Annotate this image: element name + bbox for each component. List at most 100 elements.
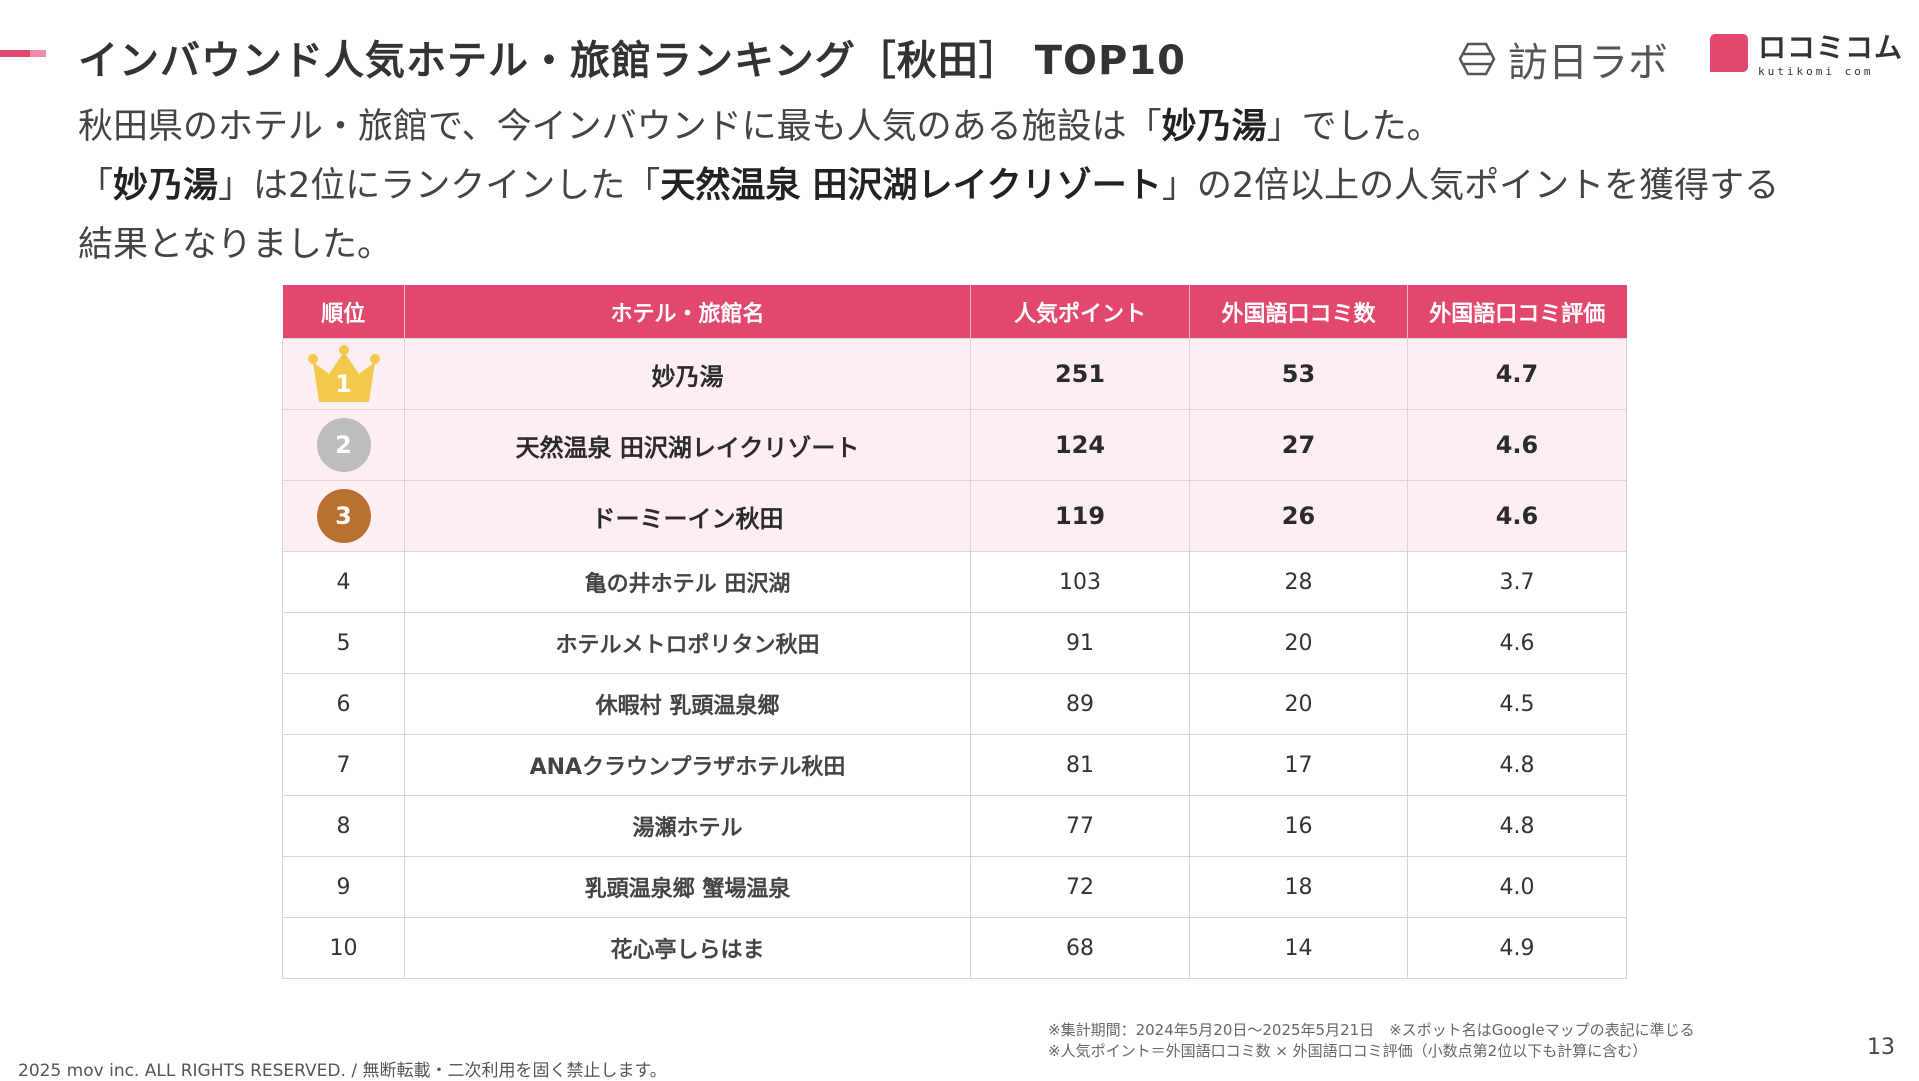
rank-cell: 1 — [282, 338, 405, 410]
accent-bar — [0, 50, 46, 57]
name-cell: 天然温泉 田沢湖レイクリゾート — [404, 409, 971, 481]
lead-segment: 秋田県のホテル・旅館で、今インバウンドに最も人気のある施設は「 — [78, 107, 1162, 147]
houniclab-logo: 訪日ラボ — [1458, 30, 1668, 88]
table-row: 6 休暇村 乳頭温泉郷 89 20 4.5 — [282, 673, 1627, 735]
rating-cell: 3.7 — [1407, 551, 1627, 613]
kutikomi-logo-sub: kutikomi com — [1758, 65, 1874, 78]
name-cell: 乳頭温泉郷 蟹場温泉 — [404, 856, 971, 918]
reviews-cell: 26 — [1189, 480, 1408, 552]
rating-cell: 4.0 — [1407, 856, 1627, 918]
points-cell: 119 — [970, 480, 1190, 552]
reviews-cell: 28 — [1189, 551, 1408, 613]
points-cell: 89 — [970, 673, 1190, 735]
col-header-rating: 外国語口コミ評価 — [1407, 285, 1627, 339]
col-header-name: ホテル・旅館名 — [404, 285, 971, 339]
rank-number: 1 — [335, 370, 352, 398]
name-cell: ドーミーイン秋田 — [404, 480, 971, 552]
table-row: 1 妙乃湯 251 53 4.7 — [282, 338, 1627, 410]
kutikomi-logo: ロコミコム kutikomi com — [1710, 34, 1903, 77]
rank-cell: 8 — [282, 795, 405, 857]
rating-cell: 4.9 — [1407, 917, 1627, 979]
lead-segment: 「 — [78, 166, 114, 206]
points-cell: 68 — [970, 917, 1190, 979]
name-cell: ANAクラウンプラザホテル秋田 — [404, 734, 971, 796]
reviews-cell: 14 — [1189, 917, 1408, 979]
name-cell: 休暇村 乳頭温泉郷 — [404, 673, 971, 735]
table-row: 10 花心亭しらはま 68 14 4.9 — [282, 917, 1627, 979]
lantern-icon — [1458, 42, 1496, 76]
rating-cell: 4.6 — [1407, 480, 1627, 552]
page-title: インバウンド人気ホテル・旅館ランキング［秋田］ TOP10 — [78, 38, 1186, 84]
reviews-cell: 17 — [1189, 734, 1408, 796]
points-cell: 124 — [970, 409, 1190, 481]
rank-cell: 3 — [282, 480, 405, 552]
rating-cell: 4.8 — [1407, 795, 1627, 857]
kutikomi-logo-text: ロコミコム — [1758, 31, 1904, 64]
rank-cell: 2 — [282, 409, 405, 481]
lead-line: 「妙乃湯」は2位にランクインした「天然温泉 田沢湖レイクリゾート」の2倍以上の人… — [78, 157, 1898, 216]
kutikomi-mark-icon — [1710, 34, 1748, 72]
crown-icon: 1 — [305, 344, 383, 404]
accent-bar-light — [30, 50, 46, 57]
name-cell: 亀の井ホテル 田沢湖 — [404, 551, 971, 613]
bronze-medal-icon: 3 — [316, 489, 371, 543]
lead-highlight: 天然温泉 田沢湖レイクリゾート — [660, 166, 1162, 206]
points-cell: 103 — [970, 551, 1190, 613]
rank-cell: 7 — [282, 734, 405, 796]
rating-cell: 4.6 — [1407, 409, 1627, 481]
rating-cell: 4.6 — [1407, 612, 1627, 674]
reviews-cell: 20 — [1189, 612, 1408, 674]
name-cell: 妙乃湯 — [404, 338, 971, 410]
points-cell: 81 — [970, 734, 1190, 796]
lead-highlight: 妙乃湯 — [113, 166, 219, 206]
lead-segment: 結果となりました。 — [78, 225, 392, 265]
lead-segment: 」は2位にランクインした「 — [218, 166, 661, 206]
page-number: 13 — [1867, 1035, 1895, 1060]
table-row: 5 ホテルメトロポリタン秋田 91 20 4.6 — [282, 612, 1627, 674]
lead-line: 秋田県のホテル・旅館で、今インバウンドに最も人気のある施設は「妙乃湯」でした。 — [78, 98, 1898, 157]
name-cell: 花心亭しらはま — [404, 917, 971, 979]
rank-cell: 4 — [282, 551, 405, 613]
table-row: 2 天然温泉 田沢湖レイクリゾート 124 27 4.6 — [282, 409, 1627, 481]
footnote-period: ※集計期間：2024年5月20日〜2025年5月21日 ※スポット名はGoogl… — [1048, 1021, 1695, 1039]
table-row: 4 亀の井ホテル 田沢湖 103 28 3.7 — [282, 551, 1627, 613]
table-row: 9 乳頭温泉郷 蟹場温泉 72 18 4.0 — [282, 856, 1627, 918]
points-cell: 251 — [970, 338, 1190, 410]
lead-highlight: 妙乃湯 — [1161, 107, 1267, 147]
table-header-row: 順位 ホテル・旅館名 人気ポイント 外国語口コミ数 外国語口コミ評価 — [282, 285, 1627, 339]
points-cell: 77 — [970, 795, 1190, 857]
footnotes: ※集計期間：2024年5月20日〜2025年5月21日 ※スポット名はGoogl… — [1048, 1020, 1695, 1062]
lead-segment: 」でした。 — [1266, 107, 1442, 147]
ranking-table: 順位 ホテル・旅館名 人気ポイント 外国語口コミ数 外国語口コミ評価 1 妙乃湯 2… — [282, 285, 1627, 979]
reviews-cell: 53 — [1189, 338, 1408, 410]
rank-cell: 10 — [282, 917, 405, 979]
name-cell: ホテルメトロポリタン秋田 — [404, 612, 971, 674]
reviews-cell: 20 — [1189, 673, 1408, 735]
col-header-rank: 順位 — [282, 285, 405, 339]
accent-bar-dark — [0, 50, 30, 57]
col-header-reviews: 外国語口コミ数 — [1189, 285, 1408, 339]
rank-cell: 6 — [282, 673, 405, 735]
lead-segment: 」の2倍以上の人気ポイントを獲得する — [1161, 166, 1780, 206]
points-cell: 91 — [970, 612, 1190, 674]
points-cell: 72 — [970, 856, 1190, 918]
lead-text: 秋田県のホテル・旅館で、今インバウンドに最も人気のある施設は「妙乃湯」でした。 … — [78, 98, 1898, 275]
reviews-cell: 27 — [1189, 409, 1408, 481]
rating-cell: 4.8 — [1407, 734, 1627, 796]
reviews-cell: 18 — [1189, 856, 1408, 918]
name-cell: 湯瀬ホテル — [404, 795, 971, 857]
rating-cell: 4.7 — [1407, 338, 1627, 410]
houniclab-logo-text: 訪日ラボ — [1508, 40, 1668, 86]
reviews-cell: 16 — [1189, 795, 1408, 857]
footnote-formula: ※人気ポイント＝外国語口コミ数 × 外国語口コミ評価（小数点第2位以下も計算に含… — [1048, 1042, 1648, 1060]
col-header-points: 人気ポイント — [970, 285, 1190, 339]
rank-cell: 9 — [282, 856, 405, 918]
silver-medal-icon: 2 — [316, 418, 371, 472]
table-row: 3 ドーミーイン秋田 119 26 4.6 — [282, 480, 1627, 552]
copyright: 2025 mov inc. ALL RIGHTS RESERVED. / 無断転… — [18, 1061, 667, 1081]
table-row: 7 ANAクラウンプラザホテル秋田 81 17 4.8 — [282, 734, 1627, 796]
table-row: 8 湯瀬ホテル 77 16 4.8 — [282, 795, 1627, 857]
lead-line: 結果となりました。 — [78, 216, 1898, 275]
rating-cell: 4.5 — [1407, 673, 1627, 735]
rank-cell: 5 — [282, 612, 405, 674]
